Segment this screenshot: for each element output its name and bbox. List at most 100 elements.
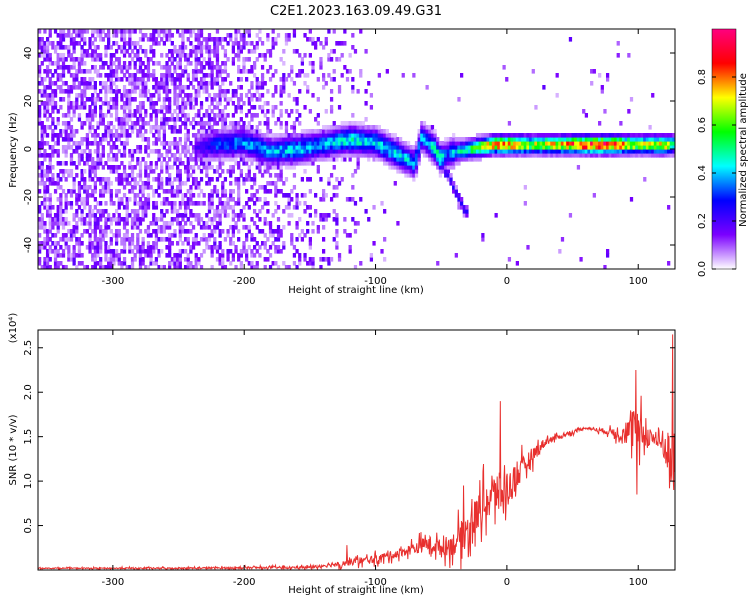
spectrogram-cell	[308, 141, 312, 146]
spectrogram-cell	[324, 257, 328, 262]
spectrogram-cell	[337, 105, 342, 110]
spectrogram-cell	[598, 133, 602, 138]
spectrogram-cell	[128, 53, 132, 58]
spectrogram-cell	[191, 225, 196, 230]
spectrogram-cell	[168, 73, 172, 78]
spectrogram-cell	[536, 133, 541, 138]
spectrogram-cell	[99, 213, 103, 218]
spectrogram-cell	[207, 153, 212, 158]
spectrogram-cell	[197, 193, 201, 198]
spectrogram-cell	[279, 141, 283, 146]
spectrogram-cell	[245, 153, 249, 158]
spectrogram-cell	[210, 81, 214, 86]
spectrogram-cell	[59, 201, 63, 206]
spectrogram-cell	[223, 65, 228, 70]
spectrogram-cell	[250, 185, 254, 190]
spectrogram-cell	[61, 113, 66, 118]
spectrogram-cell	[53, 213, 58, 218]
spectrogram-cell	[61, 137, 66, 142]
spectrogram-cell	[199, 101, 204, 106]
spectrogram-cell	[199, 189, 204, 194]
spectrogram-cell	[77, 117, 82, 122]
spectrogram-cell	[149, 125, 153, 130]
spectrogram-cell	[181, 193, 185, 198]
spectrogram-cell	[213, 185, 217, 190]
spectrogram-cell	[45, 233, 50, 238]
spectrogram-cell	[183, 113, 188, 118]
spectrogram-cell	[194, 181, 198, 186]
spectrogram-cell	[414, 153, 419, 158]
spectrogram-cell	[420, 149, 424, 154]
spectrogram-cell	[109, 197, 113, 202]
spectrogram-cell	[582, 145, 586, 150]
spectrogram-cell	[107, 89, 111, 94]
spectrogram-cell	[422, 141, 427, 146]
spectrogram-cell	[494, 149, 498, 154]
spectrogram-cell	[263, 221, 267, 226]
spectrogram-cell	[91, 49, 95, 54]
spectrogram-cell	[486, 133, 490, 138]
spectrogram-cell	[619, 141, 623, 146]
spectrogram-cell	[343, 129, 347, 134]
spectrogram-cell	[229, 205, 233, 210]
spectrogram-cell	[412, 177, 416, 182]
spectrogram-cell	[608, 153, 612, 158]
spectrogram-cell	[173, 257, 177, 262]
spectrogram-cell	[300, 129, 305, 134]
spectrogram-cell	[314, 213, 318, 218]
spectrogram-cell	[428, 129, 432, 134]
spectrogram-cell	[64, 137, 68, 142]
spectrogram-cell	[274, 237, 278, 242]
spectrogram-cell	[99, 217, 103, 222]
spectrogram-cell	[337, 133, 342, 138]
spectrogram-cell	[72, 217, 76, 222]
spectrogram-cell	[93, 85, 97, 90]
spectrogram-cell	[191, 105, 196, 110]
spectrogram-cell	[154, 37, 159, 42]
spectrogram-cell	[568, 145, 573, 150]
spectrogram-cell	[340, 137, 344, 142]
spectrogram-cell	[69, 73, 74, 78]
spectrogram-cell	[133, 221, 137, 226]
spectrogram-cell	[186, 37, 190, 42]
spectrogram-cell	[425, 153, 429, 158]
spectrogram-cell	[460, 149, 464, 154]
spectrogram-cell	[69, 137, 74, 142]
spectrogram-cell	[38, 209, 42, 214]
spectrogram-cell	[223, 37, 228, 42]
spectrogram-cell	[475, 145, 480, 150]
spectrogram-cell	[518, 153, 522, 158]
spectrogram-cell	[669, 149, 673, 154]
spectrogram-cell	[59, 209, 63, 214]
spectrogram-cell	[643, 133, 647, 138]
spectrogram-cell	[120, 181, 124, 186]
spectrogram-cell	[377, 157, 381, 162]
spectrogram-cell	[162, 129, 166, 134]
spectrogram-cell	[667, 205, 671, 210]
spectrogram-cell	[438, 169, 443, 174]
spectrogram-cell	[130, 225, 135, 230]
spectrogram-cell	[327, 257, 331, 262]
spectrogram-cell	[605, 141, 610, 146]
spectrogram-cell	[138, 201, 143, 206]
spectrogram-cell	[205, 49, 209, 54]
spectrogram-cell	[237, 77, 241, 82]
spectrogram-cell	[255, 129, 259, 134]
spectrogram-cell	[250, 265, 254, 269]
spectrogram-cell	[83, 121, 87, 126]
spectrogram-cell	[311, 133, 315, 138]
spectrogram-cell	[406, 165, 411, 170]
spectrogram-cell	[107, 133, 111, 138]
spectrogram-cell	[136, 249, 140, 254]
spectrogram-cell	[51, 129, 55, 134]
spectrogram-cell	[367, 153, 371, 158]
spectrogram-cell	[75, 193, 79, 198]
spectrogram-cell	[93, 141, 97, 146]
spectrogram-cell	[40, 225, 44, 230]
spectrogram-cell	[173, 205, 177, 210]
spectrogram-cell	[308, 157, 312, 162]
spectrogram-cell	[481, 141, 485, 146]
spectrogram-cell	[130, 153, 135, 158]
spectrogram-cell	[237, 181, 241, 186]
spectrogram-cell	[393, 181, 397, 186]
